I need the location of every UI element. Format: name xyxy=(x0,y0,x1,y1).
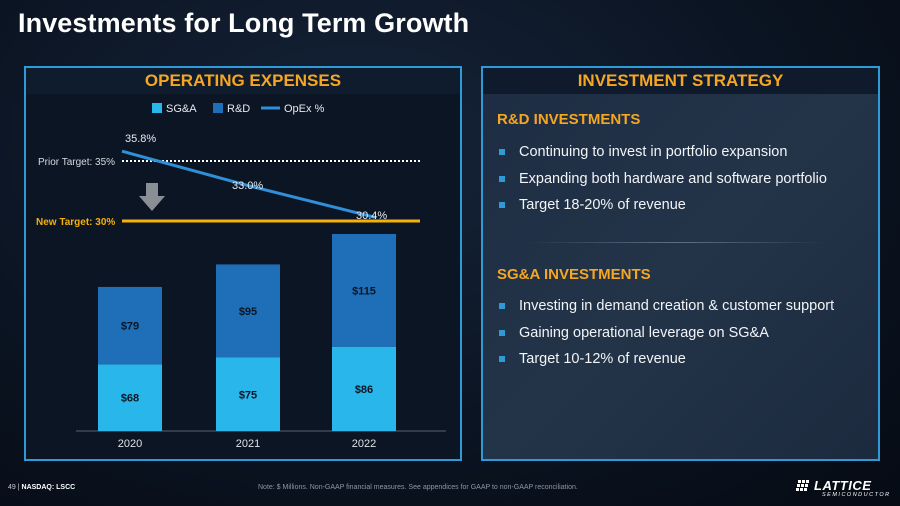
bar-sga-2020 xyxy=(98,364,162,431)
ticker: NASDAQ: LSCC xyxy=(21,484,76,491)
investment-strategy-header: INVESTMENT STRATEGY xyxy=(483,68,878,94)
opex-chart: SG&A R&D OpEx % Prior Target: 35% New Ta… xyxy=(36,103,446,450)
bullet-square-icon xyxy=(499,175,505,182)
section-divider xyxy=(527,242,827,243)
x-tick-label-2020: 2020 xyxy=(118,438,142,450)
bar-label-sga-2022: $86 xyxy=(355,384,373,396)
operating-expenses-header: OPERATING EXPENSES xyxy=(26,68,460,94)
bar-group: $68 $79 2020 $75 $95 2021 $86 $115 2022 xyxy=(98,234,396,450)
operating-expenses-panel: OPERATING EXPENSES SG&A R&D OpEx % Prior… xyxy=(24,66,462,461)
opex-point-label-2022: 30.4% xyxy=(356,210,387,222)
new-target-label: New Target: 30% xyxy=(36,217,115,228)
list-item: Continuing to invest in portfolio expans… xyxy=(497,142,827,169)
bullet-square-icon xyxy=(499,303,505,309)
footer-page-info: 49 | NASDAQ: LSCC xyxy=(8,484,75,491)
opex-point-label-2021: 33.0% xyxy=(232,180,263,192)
bullet-square-icon xyxy=(499,329,505,336)
list-item: Target 10-12% of revenue xyxy=(497,349,834,376)
list-item: Gaining operational leverage on SG&A xyxy=(497,323,834,350)
x-tick-label-2021: 2021 xyxy=(236,438,260,450)
prior-target-label: Prior Target: 35% xyxy=(38,157,115,168)
bar-label-rd-2021: $95 xyxy=(239,306,257,318)
bar-label-rd-2022: $115 xyxy=(352,285,376,297)
sga-bullet-list: Investing in demand creation & customer … xyxy=(497,296,834,376)
bullet-square-icon xyxy=(499,149,505,155)
rd-investments-title: R&D INVESTMENTS xyxy=(497,111,641,128)
page-number: 49 xyxy=(8,484,16,491)
chart-legend: SG&A R&D OpEx % xyxy=(152,103,325,115)
opex-percent-line xyxy=(121,149,377,220)
opex-point-label-2020: 35.8% xyxy=(125,133,156,145)
bar-sga-2022 xyxy=(332,346,396,431)
investment-strategy-panel: INVESTMENT STRATEGY R&D INVESTMENTS Cont… xyxy=(481,66,880,461)
bar-label-rd-2020: $79 xyxy=(121,321,139,333)
bar-rd-2022 xyxy=(332,234,396,347)
legend-swatch-sga xyxy=(152,103,162,113)
logo-subtitle: SEMICONDUCTOR xyxy=(822,492,891,498)
bar-rd-2020 xyxy=(98,286,162,365)
legend-label-opex: OpEx % xyxy=(284,103,325,115)
opex-line-group: 35.8% 33.0% 30.4% xyxy=(121,133,387,222)
legend-swatch-rd xyxy=(213,103,223,113)
lattice-logo: LATTICE SEMICONDUCTOR xyxy=(796,478,892,500)
down-arrow-icon xyxy=(139,183,165,211)
bullet-square-icon xyxy=(499,356,505,362)
sga-investments-title: SG&A INVESTMENTS xyxy=(497,266,651,283)
bar-rd-2021 xyxy=(216,264,280,358)
logo-wordmark: LATTICE xyxy=(814,478,872,493)
page-title: Investments for Long Term Growth xyxy=(18,8,470,38)
bar-label-sga-2020: $68 xyxy=(121,393,139,405)
footnote: Note: $ Millions. Non-GAAP financial mea… xyxy=(258,484,578,491)
legend-label-sga: SG&A xyxy=(166,103,197,115)
legend-label-rd: R&D xyxy=(227,103,250,115)
x-tick-label-2022: 2022 xyxy=(352,438,376,450)
bar-sga-2021 xyxy=(216,357,280,431)
bullet-square-icon xyxy=(499,202,505,208)
list-item: Target 18-20% of revenue xyxy=(497,195,827,222)
rd-bullet-list: Continuing to invest in portfolio expans… xyxy=(497,142,827,222)
lattice-mark-icon xyxy=(796,480,809,491)
list-item: Investing in demand creation & customer … xyxy=(497,296,834,323)
bar-label-sga-2021: $75 xyxy=(239,389,257,401)
footer-separator: | xyxy=(17,484,20,491)
list-item: Expanding both hardware and software por… xyxy=(497,169,827,196)
